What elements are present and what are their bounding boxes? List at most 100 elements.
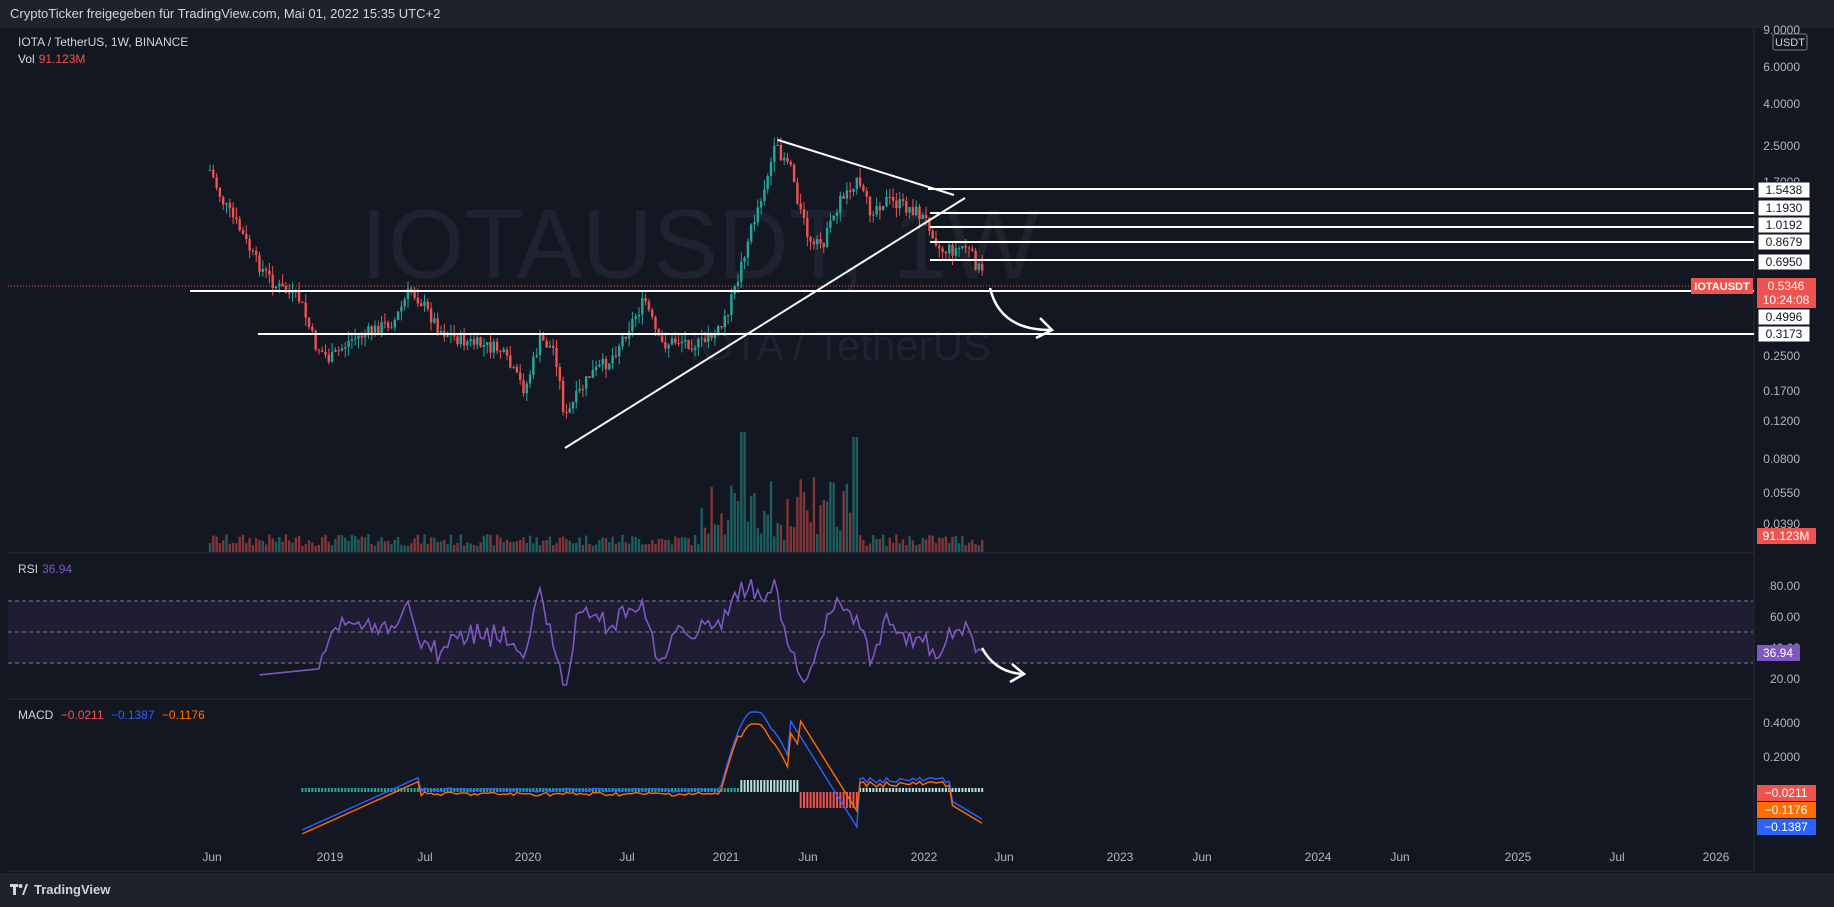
- symbol-legend[interactable]: IOTA / TetherUS, 1W, BINANCE: [18, 35, 188, 49]
- last-price-badge[interactable]: [1757, 278, 1816, 308]
- candle-body: [822, 243, 825, 248]
- volume-bar: [535, 537, 538, 552]
- macd-hist-bar: [746, 780, 749, 792]
- macd-hist-bar: [674, 788, 677, 792]
- ascending-trendline[interactable]: [564, 197, 966, 449]
- candle-body: [967, 247, 971, 249]
- level-label: 0.4996: [1766, 310, 1803, 324]
- volume-bar: [723, 534, 726, 552]
- macd-hist-bar: [327, 788, 330, 792]
- macd-hist-bar: [826, 792, 829, 808]
- macd-hist-bar: [753, 780, 756, 792]
- macd-hist-bar: [463, 788, 466, 792]
- macd-hist-bar: [859, 788, 862, 792]
- candle-body: [255, 250, 258, 256]
- candle-body: [390, 327, 393, 329]
- macd-hist-bar: [638, 788, 640, 792]
- macd-hist-bar: [614, 788, 617, 792]
- candle-body: [344, 346, 347, 349]
- time-axis[interactable]: Jun 2019 Jul 2020 Jul 2021 Jun 2022 Jun …: [202, 850, 1729, 864]
- macd-hist-bar: [733, 788, 736, 792]
- volume-bar: [350, 535, 354, 552]
- volume-bar: [528, 535, 532, 552]
- candle-body: [786, 157, 789, 163]
- volume-bar: [604, 538, 608, 552]
- candle-body: [816, 239, 819, 245]
- volume-bar: [915, 545, 918, 552]
- macd-hist-bar: [489, 788, 492, 792]
- volume-bar: [588, 543, 591, 552]
- candle-body: [941, 248, 944, 252]
- rsi-legend[interactable]: RSI 36.94: [18, 562, 72, 576]
- macd-hist-bar: [407, 788, 409, 792]
- volume-bar: [324, 534, 327, 552]
- candle-body: [522, 380, 525, 394]
- candlesticks[interactable]: [208, 137, 984, 419]
- candle-body: [604, 358, 608, 370]
- volume-bar: [519, 539, 522, 552]
- macd-hist-bar: [720, 788, 723, 792]
- candle-body: [555, 347, 558, 368]
- candle-body: [466, 341, 469, 346]
- horizontal-levels[interactable]: [190, 188, 1754, 335]
- candle-body: [297, 290, 301, 302]
- volume-bar: [858, 535, 862, 552]
- volume-bar: [931, 535, 934, 552]
- volume-bar: [773, 536, 776, 552]
- candle-body: [901, 199, 905, 202]
- macd-hist-bar: [308, 788, 310, 792]
- macd-hist-bar: [789, 780, 792, 792]
- macd-hist-bar: [908, 788, 911, 792]
- macd-hist-bar: [416, 788, 419, 792]
- volume-bar: [271, 538, 274, 552]
- volume-bar: [829, 481, 832, 552]
- volume-bar: [862, 539, 865, 552]
- candle-body: [796, 182, 799, 204]
- candle-body: [674, 338, 677, 344]
- candle-body: [614, 355, 618, 357]
- rsi-projection-arrow[interactable]: [980, 647, 1023, 676]
- level-label-box: [1757, 253, 1811, 271]
- volume-bar: [337, 535, 340, 552]
- descending-trendline[interactable]: [777, 139, 955, 196]
- candle-body: [228, 202, 231, 208]
- macd-hist-badge-value: −0.0211: [1765, 786, 1808, 800]
- candle-body: [852, 188, 855, 192]
- volume-bar: [799, 479, 802, 552]
- candle-body: [423, 301, 426, 307]
- candle-body: [462, 333, 466, 346]
- tradingview-logo[interactable]: TradingView: [10, 873, 110, 907]
- chart-canvas[interactable]: IOTAUSDT, 1W IOTA / TetherUS: [0, 0, 1834, 873]
- volume-bar: [255, 538, 258, 552]
- time-tick: Jun: [798, 850, 817, 864]
- candle-body: [340, 348, 344, 351]
- macd-tick: 0.2000: [1763, 750, 1800, 764]
- macd-signal-value: −0.1176: [161, 708, 205, 722]
- currency-badge[interactable]: [1772, 33, 1808, 51]
- level-labels: 1.5438 1.1930 1.0192 0.8679 0.6950 0.499…: [1757, 181, 1811, 343]
- macd-hist-bar: [397, 788, 400, 792]
- candle-body: [931, 230, 934, 239]
- macd-hist-bar: [713, 788, 716, 792]
- volume-bar: [304, 544, 307, 552]
- macd-tick: 0.4000: [1763, 716, 1800, 730]
- volume-bar: [895, 534, 898, 552]
- volume-bar: [948, 542, 951, 552]
- candle-body: [403, 299, 406, 307]
- volume-value: 91.123M: [38, 52, 86, 66]
- volume-bar: [456, 543, 459, 552]
- volume-bar: [390, 544, 393, 552]
- macd-hist-badge: [1757, 785, 1816, 801]
- signal-line: [302, 719, 983, 835]
- volume-bar: [598, 540, 601, 552]
- projection-arrow[interactable]: [988, 287, 1051, 332]
- candle-body: [743, 257, 746, 262]
- volume-legend[interactable]: Vol 91.123M: [18, 52, 85, 66]
- macd-hist-bar: [944, 788, 947, 792]
- candle-body: [238, 219, 241, 231]
- price-tick: 0.0550: [1763, 486, 1800, 500]
- projection-arrowhead: [1035, 317, 1055, 340]
- symbol-badge[interactable]: [1691, 278, 1753, 294]
- macd-hist-bar: [565, 788, 568, 792]
- macd-legend[interactable]: MACD −0.0211 −0.1387 −0.1176: [18, 708, 205, 722]
